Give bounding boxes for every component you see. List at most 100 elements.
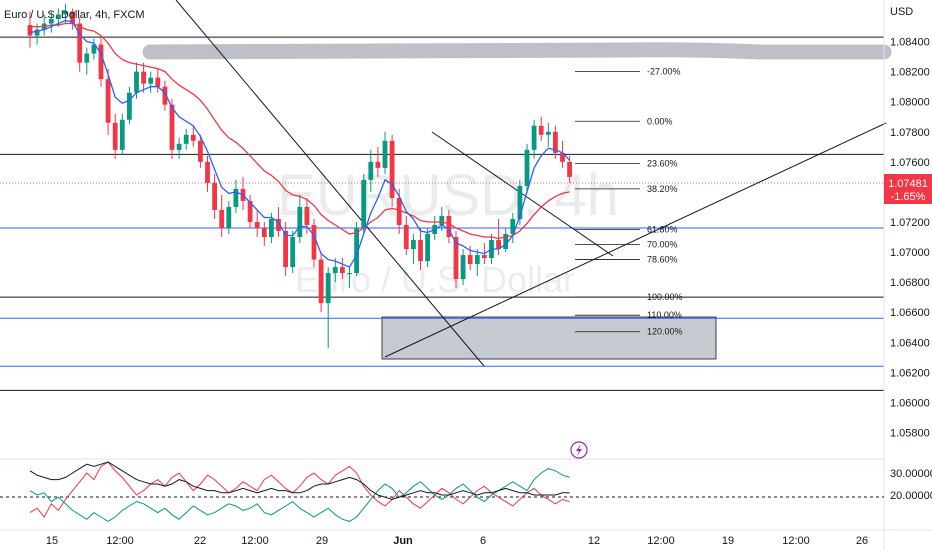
candle[interactable] [318, 252, 324, 313]
candle[interactable] [425, 227, 430, 268]
candle[interactable] [361, 173, 367, 235]
candle[interactable] [233, 179, 239, 213]
trendline-wedge-top[interactable] [431, 131, 614, 257]
candle[interactable] [98, 35, 104, 87]
trendline-downtrend[interactable] [175, 0, 485, 367]
price-tick-label: 1.07800 [890, 127, 930, 139]
candle[interactable] [261, 221, 267, 247]
candle[interactable] [567, 155, 572, 183]
candle[interactable] [119, 113, 125, 155]
candle[interactable] [389, 134, 395, 207]
current-price-tag[interactable]: 1.07481 -1.65% [884, 174, 932, 204]
candle[interactable] [254, 209, 260, 238]
candle[interactable] [332, 258, 338, 283]
time-tick-label: 12:00 [241, 535, 269, 547]
candle[interactable] [510, 212, 516, 244]
candle[interactable] [212, 173, 217, 219]
candle[interactable] [340, 258, 345, 280]
price-tick-label: 1.08200 [890, 67, 930, 79]
current-price-change: -1.65% [891, 191, 926, 203]
candle[interactable] [304, 197, 310, 235]
indicator-tick-label: 20.000000 [890, 490, 932, 502]
candle[interactable] [403, 215, 409, 256]
candle[interactable] [460, 249, 466, 286]
candle[interactable] [311, 218, 317, 268]
candle[interactable] [375, 146, 381, 177]
candle[interactable] [127, 86, 132, 125]
candle[interactable] [290, 231, 296, 274]
candle[interactable] [325, 267, 331, 349]
fib-level-label: 78.60% [647, 255, 678, 265]
candle[interactable] [474, 249, 480, 277]
candle[interactable] [183, 128, 189, 150]
trendline-uptrend[interactable] [384, 122, 887, 358]
candle[interactable] [198, 134, 203, 168]
time-tick-label: 19 [722, 535, 734, 547]
candle[interactable] [545, 122, 551, 147]
candle[interactable] [105, 68, 111, 135]
candle[interactable] [503, 227, 509, 253]
price-tick-label: 1.06200 [890, 367, 930, 379]
candle[interactable] [48, 11, 54, 33]
demand-zone[interactable] [381, 316, 717, 360]
lightning-icon[interactable] [570, 441, 588, 459]
candle[interactable] [70, 8, 75, 30]
candle[interactable] [112, 113, 118, 159]
candle[interactable] [283, 221, 288, 277]
supply-zone[interactable] [142, 42, 892, 60]
candle[interactable] [553, 125, 558, 159]
candle[interactable] [205, 155, 210, 192]
price-tick-label: 1.05800 [890, 427, 930, 439]
candle[interactable] [247, 194, 253, 228]
candle[interactable] [226, 200, 232, 235]
candle[interactable] [524, 143, 530, 192]
candle[interactable] [418, 227, 423, 271]
candle[interactable] [439, 206, 445, 232]
candle[interactable] [368, 149, 374, 192]
candle[interactable] [382, 131, 388, 174]
candle[interactable] [27, 11, 33, 48]
fib-level-label: 38.20% [647, 184, 678, 194]
candle[interactable] [91, 38, 97, 60]
time-tick-label: 12:00 [647, 535, 675, 547]
candle[interactable] [155, 68, 161, 93]
price-tick-label: 1.08400 [890, 37, 930, 49]
fib-level-label: 110.00% [647, 310, 682, 320]
candle[interactable] [190, 125, 196, 147]
time-tick-label: Jun [393, 535, 413, 547]
candle[interactable] [560, 140, 565, 168]
candle[interactable] [297, 194, 303, 244]
fib-levels[interactable]: -61.80%-27.00%0.00%23.60%38.20%61.80%70.… [575, 0, 683, 337]
candle[interactable] [219, 194, 225, 238]
price-tick-label: 1.06800 [890, 277, 930, 289]
fib-level-label: 120.00% [647, 327, 683, 337]
di-minus-line [29, 468, 570, 522]
candle[interactable] [141, 62, 146, 93]
candle[interactable] [411, 234, 416, 265]
candle[interactable] [176, 137, 182, 159]
candle[interactable] [162, 80, 168, 111]
current-price-value: 1.07481 [888, 178, 928, 190]
watermark-name: Euro / U.S. Dollar [295, 259, 575, 300]
candle[interactable] [347, 267, 352, 289]
candle[interactable] [354, 221, 359, 277]
indicator-axis-ticks: 30.000000 20.000000 [890, 468, 932, 502]
price-tick-label: 1.07600 [890, 157, 930, 169]
price-tick-label: 1.06600 [890, 307, 930, 319]
price-tick-label: 1.06000 [890, 397, 930, 409]
price-tick-label: 1.08000 [890, 97, 930, 109]
indicator-tick-label: 30.000000 [890, 468, 932, 480]
fib-level-label: 23.60% [647, 158, 678, 168]
candle[interactable] [531, 119, 537, 159]
candle[interactable] [148, 71, 154, 93]
candle[interactable] [453, 231, 459, 289]
time-tick-label: 22 [194, 535, 206, 547]
candle[interactable] [84, 47, 90, 75]
candle[interactable] [538, 116, 544, 141]
candles [27, 4, 572, 349]
candle[interactable] [446, 209, 452, 244]
currency-label: USD [890, 6, 913, 18]
candle[interactable] [517, 179, 523, 225]
